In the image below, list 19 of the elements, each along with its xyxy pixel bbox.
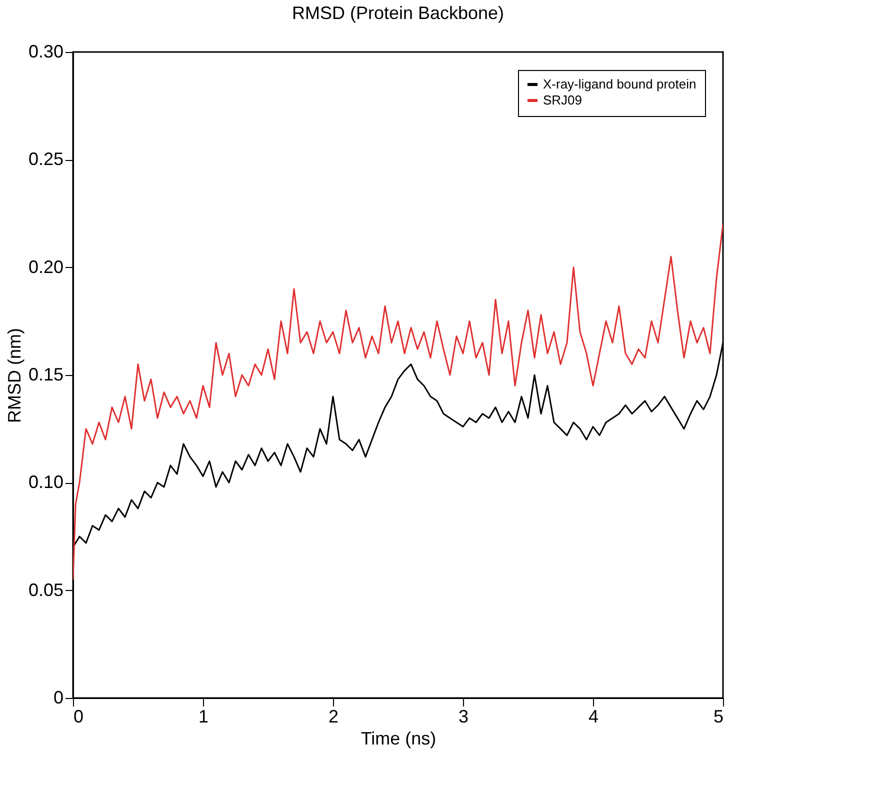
x-tick-label: 2 bbox=[328, 706, 339, 726]
x-tick-label: 5 bbox=[713, 706, 724, 726]
x-tick-label: 3 bbox=[458, 706, 469, 726]
x-tick-label: 1 bbox=[198, 706, 209, 726]
x-tick-label: 4 bbox=[588, 706, 599, 726]
y-tick-label: 0.20 bbox=[28, 256, 64, 277]
legend-label: X-ray-ligand bound protein bbox=[543, 76, 696, 92]
y-tick-label: 0.05 bbox=[28, 580, 64, 600]
line-series bbox=[73, 224, 723, 580]
x-axis-title: Time (ns) bbox=[360, 728, 436, 748]
y-tick-label: 0.10 bbox=[28, 472, 64, 492]
y-tick-label: 0 bbox=[53, 688, 64, 708]
y-axis-title: RMSD (nm) bbox=[4, 328, 24, 423]
x-tick-label: 0 bbox=[74, 706, 84, 726]
y-tick-label: 0.25 bbox=[28, 149, 64, 170]
y-tick-label: 0.15 bbox=[28, 364, 64, 384]
y-tick-label: 0.30 bbox=[28, 42, 64, 62]
legend-label: SRJ09 bbox=[543, 92, 582, 108]
chart-title: RMSD (Protein Backbone) bbox=[292, 3, 504, 23]
